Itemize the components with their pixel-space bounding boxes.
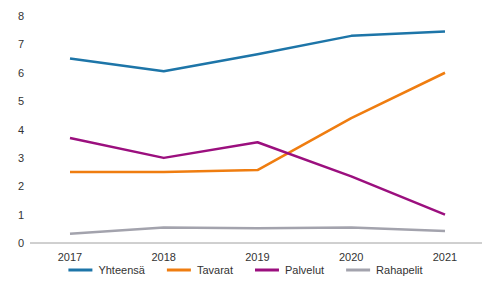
- y-tick: [27, 101, 30, 102]
- series-line: [70, 138, 445, 215]
- series-line: [70, 73, 445, 172]
- legend-swatch: [255, 269, 279, 272]
- y-tick: [27, 129, 30, 130]
- x-tick-label: 2020: [339, 251, 363, 263]
- x-tick-label: 2019: [245, 251, 269, 263]
- legend-label: Palvelut: [285, 264, 324, 276]
- y-tick: [27, 44, 30, 45]
- y-tick-label: 2: [18, 180, 24, 192]
- y-tick-label: 3: [18, 152, 24, 164]
- y-tick-label: 4: [18, 124, 24, 136]
- series-line: [70, 227, 445, 233]
- y-tick-label: 5: [18, 95, 24, 107]
- legend-label: Yhteensä: [98, 264, 145, 276]
- y-tick: [27, 72, 30, 73]
- y-tick-label: 1: [18, 209, 24, 221]
- y-tick: [27, 186, 30, 187]
- y-tick: [27, 157, 30, 158]
- y-tick-label: 8: [18, 10, 24, 22]
- y-tick: [27, 243, 30, 244]
- plot-lines: [70, 32, 445, 234]
- legend: Yhteensä Tavarat Palvelut Rahapelit: [68, 264, 422, 276]
- legend-swatch: [346, 269, 370, 272]
- x-axis: [30, 243, 482, 244]
- y-tick: [27, 16, 30, 17]
- x-tick-label: 2017: [58, 251, 82, 263]
- series-line: [70, 32, 445, 72]
- y-tick-label: 0: [18, 237, 24, 249]
- y-tick-label: 6: [18, 67, 24, 79]
- y-tick: [27, 214, 30, 215]
- chart: 0 1 2 3 4 5 6 7 8 2017 2018 2019 2020 2021 Yhteensä Tav…: [0, 0, 491, 303]
- legend-swatch: [68, 269, 92, 272]
- x-tick-label: 2021: [433, 251, 457, 263]
- x-tick-label: 2018: [152, 251, 176, 263]
- legend-swatch: [167, 269, 191, 272]
- legend-label: Tavarat: [197, 264, 233, 276]
- y-tick-label: 7: [18, 38, 24, 50]
- legend-label: Rahapelit: [376, 264, 422, 276]
